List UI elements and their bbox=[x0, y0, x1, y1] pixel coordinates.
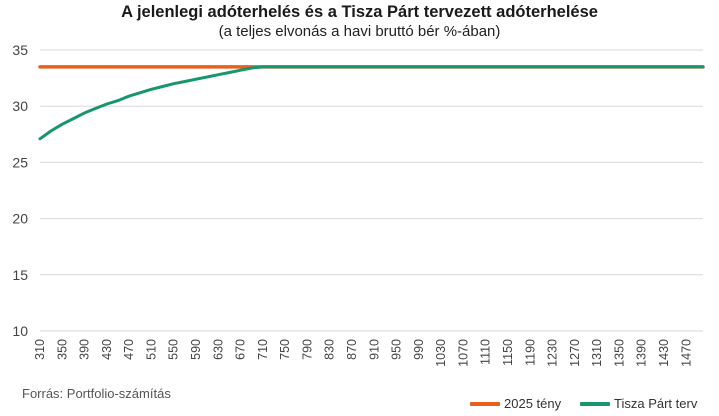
chart-title: A jelenlegi adóterhelés és a Tisza Párt … bbox=[121, 3, 598, 21]
chart-subtitle: (a teljes elvonás a havi bruttó bér %-áb… bbox=[218, 23, 501, 40]
x-tick-label: 630 bbox=[211, 339, 225, 360]
y-tick-label: 15 bbox=[12, 267, 28, 283]
x-tick-label: 750 bbox=[278, 339, 292, 360]
y-tick-label: 10 bbox=[12, 323, 28, 339]
x-tick-label: 550 bbox=[167, 339, 181, 360]
x-tick-label: 1350 bbox=[612, 339, 626, 367]
x-tick-label: 1190 bbox=[523, 339, 537, 366]
x-tick-label: 430 bbox=[100, 339, 114, 360]
x-tick-label: 990 bbox=[412, 339, 426, 360]
x-tick-label: 790 bbox=[300, 339, 314, 360]
y-tick-label: 20 bbox=[12, 211, 28, 227]
x-tick-label: 1030 bbox=[434, 339, 448, 367]
x-tick-label: 710 bbox=[256, 339, 270, 360]
x-tick-label: 1430 bbox=[657, 339, 671, 367]
y-tick-label: 25 bbox=[12, 154, 28, 170]
x-tick-label: 510 bbox=[144, 339, 158, 360]
x-tick-label: 590 bbox=[189, 339, 203, 360]
y-tick-label: 30 bbox=[12, 98, 28, 114]
x-tick-label: 350 bbox=[55, 339, 69, 360]
x-tick-label: 1150 bbox=[501, 339, 515, 366]
x-tick-label: 830 bbox=[323, 339, 337, 360]
x-tick-label: 910 bbox=[367, 339, 381, 360]
x-tick-label: 310 bbox=[33, 339, 47, 360]
x-tick-label: 1310 bbox=[590, 339, 604, 367]
legend-item-tisza: Tisza Párt terv bbox=[580, 396, 697, 411]
x-tick-label: 670 bbox=[234, 339, 248, 360]
x-tick-label: 1270 bbox=[568, 339, 582, 367]
x-tick-label: 470 bbox=[122, 339, 136, 360]
legend-label-tisza: Tisza Párt terv bbox=[614, 396, 698, 411]
series-line-tisza bbox=[38, 65, 705, 141]
source-note: Forrás: Portfolio-számítás bbox=[22, 386, 171, 401]
x-tick-label: 1390 bbox=[635, 339, 649, 367]
x-tick-label: 390 bbox=[78, 339, 92, 360]
x-tick-label: 1070 bbox=[456, 339, 470, 367]
x-tick-label: 1230 bbox=[546, 339, 560, 367]
legend-swatch-2025 bbox=[470, 401, 500, 406]
x-tick-label: 950 bbox=[390, 339, 404, 360]
y-tick-label: 35 bbox=[12, 42, 28, 58]
legend-item-2025: 2025 tény bbox=[470, 396, 561, 411]
legend-label-2025: 2025 tény bbox=[504, 396, 562, 411]
x-tick-label: 1110 bbox=[479, 339, 493, 365]
legend-swatch-tisza bbox=[580, 401, 610, 406]
x-tick-label: 1470 bbox=[679, 339, 693, 367]
x-tick-label: 870 bbox=[345, 339, 359, 360]
